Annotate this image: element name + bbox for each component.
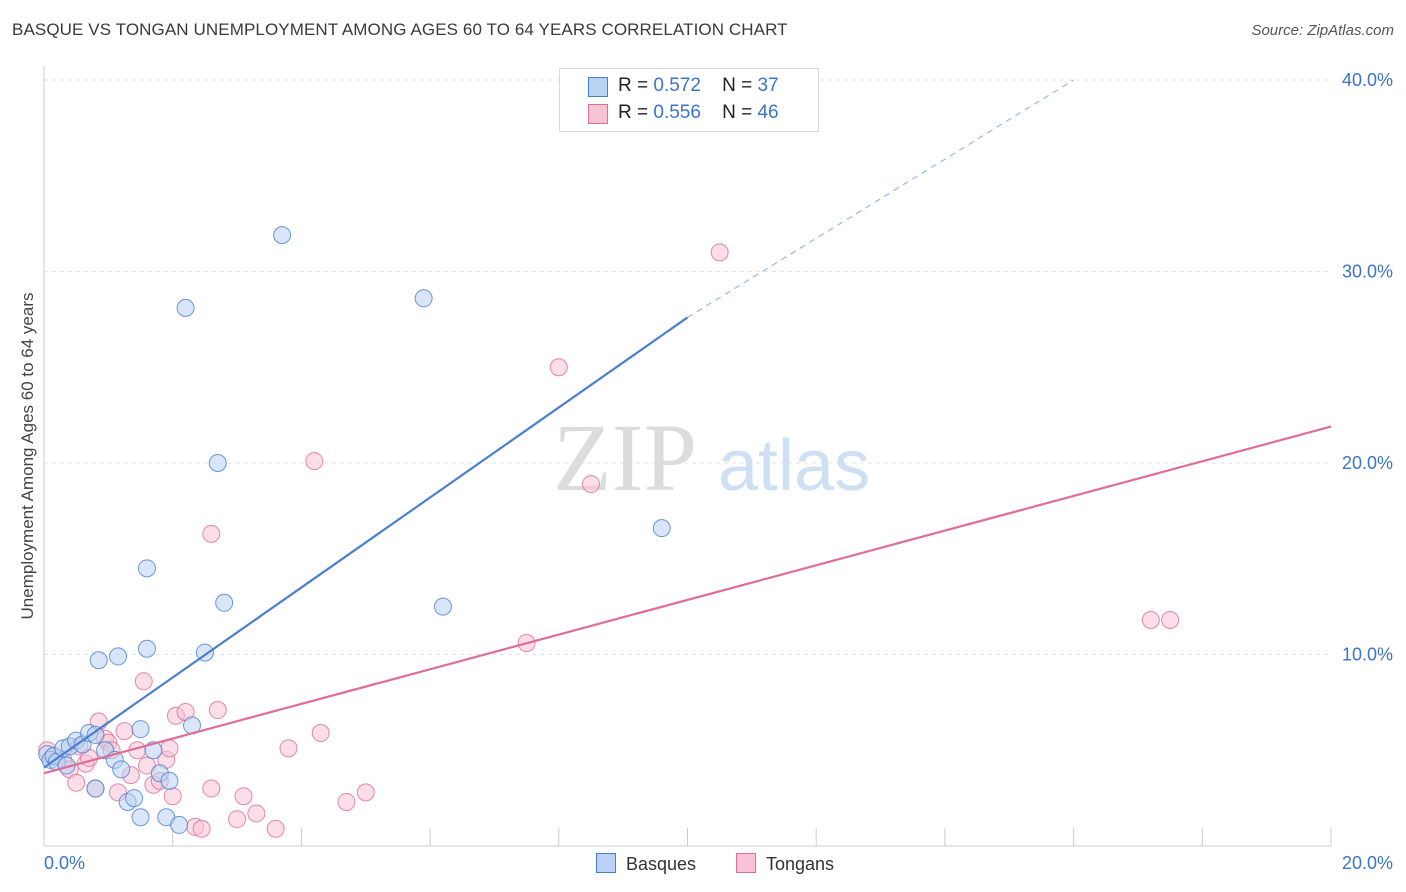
basque-point [215,593,234,612]
tongan-point [305,452,324,471]
tongan-point [228,810,247,829]
tongan-point [710,243,729,262]
basques-n-label: N = [722,75,753,96]
tongan-point [581,475,600,494]
basque-point [137,639,156,658]
basques-r-label: R = [618,75,649,96]
legend-item-basques: Basques [596,853,696,875]
basque-point [125,789,144,808]
tongan-point [356,783,375,802]
basque-point [160,771,179,790]
y-tick-label: 20.0% [1342,453,1393,473]
tongan-point [549,358,568,377]
basque-point [433,597,452,616]
basque-point [208,454,227,472]
source-label: Source: ZipAtlas.com [1251,22,1394,39]
basque-point [131,808,150,827]
tongans-r-label: R = [618,102,649,123]
tongan-point [311,724,330,743]
basque-point [652,519,671,538]
tick-labels: 10.0% 20.0% 30.0% 40.0% 0.0% 20.0% [44,70,1393,873]
tongan-point [208,701,227,720]
basque-point [89,651,108,670]
basque-point [137,559,156,578]
tongan-point [202,779,221,798]
grid-lines [44,79,1331,655]
tongans-trend-line [43,425,1332,775]
tongan-point [202,524,221,543]
tongan-point [115,722,134,741]
watermark: ZIP atlas [553,404,870,511]
watermark-atlas: atlas [718,426,870,506]
tongan-point [1161,611,1180,630]
basques-swatch [588,77,608,97]
basque-point [170,815,189,834]
tongan-point [160,739,179,758]
tongans-n-label: N = [722,102,753,123]
tongan-point [192,819,211,838]
basques-r-value: 0.572 [653,75,701,96]
basques-n-value: 37 [757,75,779,96]
tongan-point [134,672,153,691]
tongans-legend-swatch [736,853,756,873]
tongan-point [1141,611,1160,630]
basque-point [131,720,150,739]
tongan-point [163,787,182,806]
tongan-point [247,804,266,823]
tongans-swatch [588,104,608,124]
trend-lines [43,79,1332,775]
x-tick-label: 0.0% [44,853,85,873]
basque-point [86,725,105,744]
y-tick-label: 40.0% [1342,70,1393,90]
basques-legend-swatch [596,853,616,873]
basques-trend-extension [687,79,1074,318]
tongan-point [234,787,253,806]
tongans-points [38,243,1180,838]
y-tick-label: 10.0% [1342,645,1393,665]
legend-item-tongans: Tongans [736,853,834,875]
y-tick-label: 30.0% [1342,262,1393,282]
axes [43,66,1332,847]
tongan-point [337,792,356,811]
basque-point [86,779,105,798]
basques-trend-line [43,316,689,769]
tongan-point [279,739,298,758]
basque-point [414,289,433,308]
tongans-r-value: 0.556 [653,102,701,123]
basques-legend-label: Basques [626,854,697,874]
tongan-point [266,819,285,838]
chart-title: BASQUE VS TONGAN UNEMPLOYMENT AMONG AGES… [12,20,788,39]
basque-point [273,226,292,245]
tongan-point [67,773,86,792]
basque-point [109,647,128,666]
basque-point [176,298,195,317]
watermark-zip: ZIP [553,404,697,511]
tongans-legend-label: Tongans [766,854,835,874]
x-tick-label: 20.0% [1342,853,1393,873]
correlation-legend: R = 0.572 N = 37 R = 0.556 N = 46 [559,68,819,132]
tongans-n-value: 46 [757,102,779,123]
basques-points [38,226,671,834]
basque-point [112,760,131,779]
